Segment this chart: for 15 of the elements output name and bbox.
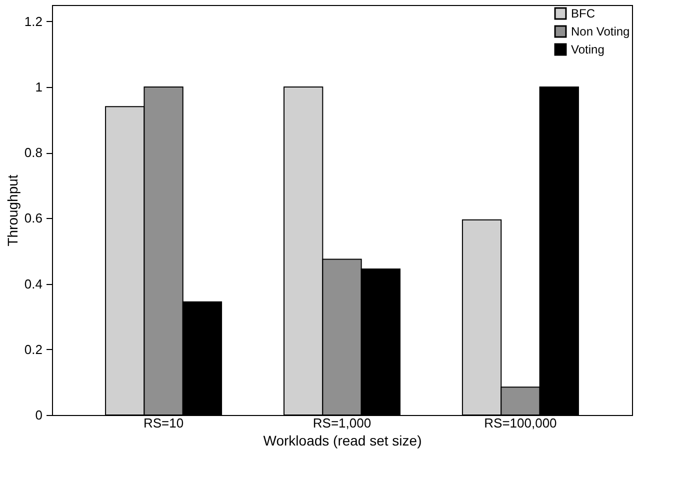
y-tick-label: 0.2	[24, 342, 42, 357]
legend-label: Voting	[571, 42, 604, 56]
y-tick-label: 1.2	[24, 14, 42, 29]
legend-label: BFC	[571, 6, 596, 20]
legend-label: Non Voting	[571, 24, 630, 38]
y-tick-label: 0.8	[24, 145, 42, 160]
y-tick-label: 0	[35, 408, 42, 422]
y-tick-label: 0.4	[24, 276, 42, 292]
x-axis-title: Workloads (read set size)	[263, 432, 422, 448]
x-tick-label: RS=1,000	[312, 416, 372, 430]
y-tick-label: 0.6	[24, 210, 42, 226]
y-tick-label: 1	[35, 80, 42, 94]
x-tick-label: RS=10	[143, 416, 184, 430]
x-tick-label: RS=100,000	[484, 416, 557, 430]
y-axis-title: Throughput	[4, 174, 20, 246]
